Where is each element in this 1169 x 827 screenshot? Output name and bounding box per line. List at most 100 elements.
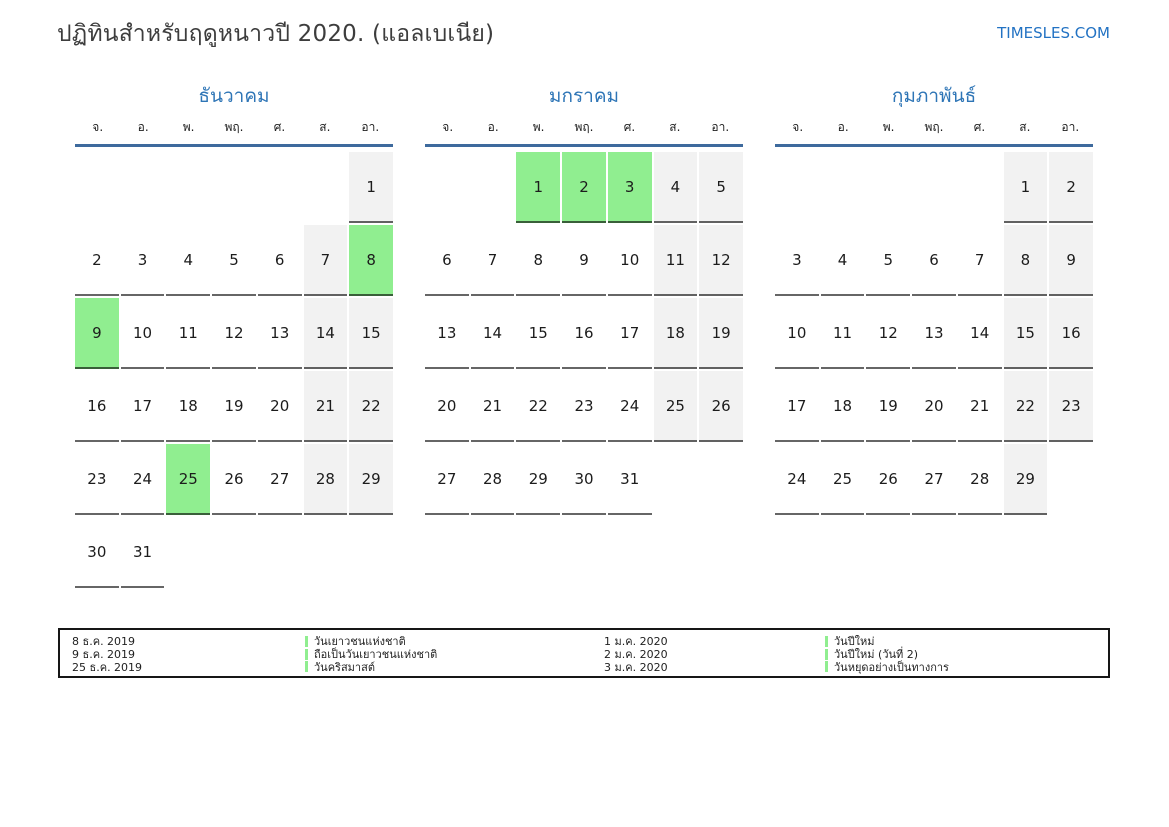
day-number: 1 — [366, 177, 376, 196]
day-cell: 26 — [699, 371, 743, 442]
day-number: 26 — [711, 396, 731, 415]
day-number: 1 — [1020, 177, 1031, 196]
empty-cell — [958, 152, 1002, 221]
day-cell: 2 — [75, 225, 119, 296]
day-cell: 9 — [1049, 225, 1093, 296]
day-number: 29 — [361, 469, 381, 488]
holiday-marker-icon — [825, 661, 828, 673]
month-block: กุมภาพันธ์ จ. อ. พ. พฤ. ศ. ส. อา. 1 2 3 4 5 6 7 8 9 10 11 1… — [775, 84, 1093, 588]
day-number: 13 — [924, 323, 944, 342]
day-number: 19 — [224, 396, 244, 415]
day-number: 30 — [574, 469, 594, 488]
month-block: มกราคม จ. อ. พ. พฤ. ศ. ส. อา. 1 2 3 4 5 6 7 8 9 10 11 12 13 1… — [425, 84, 743, 588]
day-cell: 25 — [820, 444, 865, 515]
weekday-header-row: จ. อ. พ. พฤ. ศ. ส. อา. — [775, 118, 1093, 147]
day-cell: 17 — [120, 371, 165, 442]
day-number: 10 — [787, 323, 807, 342]
day-cell: 10 — [775, 298, 819, 369]
day-cell: 5 — [212, 225, 256, 296]
legend-holiday-name: วันคริสมาสต์ — [314, 661, 375, 674]
day-cell: 17 — [607, 298, 652, 369]
day-number: 3 — [624, 177, 635, 196]
day-number: 23 — [1061, 396, 1081, 415]
day-number: 13 — [437, 323, 457, 342]
day-cell: 20 — [257, 371, 302, 442]
day-cell: 24 — [120, 444, 165, 515]
day-cell: 24 — [775, 444, 819, 515]
day-cell: 22 — [1003, 371, 1048, 442]
day-number: 17 — [787, 396, 807, 415]
month-block: ธันวาคม จ. อ. พ. พฤ. ศ. ส. อา. 1 2 3 4 5 6 7 8 9 10 11 12 13… — [75, 84, 393, 588]
day-number: 1 — [533, 177, 544, 196]
day-cell: 23 — [1049, 371, 1093, 442]
day-cell: 26 — [866, 444, 911, 515]
empty-cell — [866, 152, 910, 221]
day-cell: 5 — [866, 225, 911, 296]
day-number: 22 — [528, 396, 548, 415]
day-number: 23 — [87, 469, 107, 488]
day-number: 31 — [133, 542, 153, 561]
day-number: 8 — [533, 250, 544, 269]
day-cell: 1 — [516, 152, 561, 223]
day-cell: 12 — [212, 298, 256, 369]
site-link[interactable]: TIMESLES.COM — [997, 24, 1110, 42]
day-number: 22 — [1015, 396, 1035, 415]
day-number: 28 — [970, 469, 990, 488]
month-grid: 1 2 3 4 5 6 7 8 9 10 11 12 13 14 15 16 17 18 19 20 21 22 23 24 2… — [75, 152, 393, 588]
legend-date: 2 ม.ค. 2020 — [604, 648, 668, 662]
weekday-label: ส. — [319, 120, 331, 134]
day-cell: 3 — [775, 225, 819, 296]
legend-entry: 2 ม.ค. 2020 วันปีใหม่ (วันที่ 2) — [604, 648, 949, 661]
empty-cell — [166, 152, 210, 221]
day-number: 21 — [970, 396, 990, 415]
day-cell: 10 — [607, 225, 652, 296]
day-cell: 3 — [607, 152, 652, 223]
day-cell: 6 — [425, 225, 469, 296]
day-number: 11 — [178, 323, 198, 342]
weekday-label: พฤ. — [924, 120, 944, 134]
day-number: 24 — [620, 396, 640, 415]
legend-entry: 8 ธ.ค. 2019 วันเยาวชนแห่งชาติ — [72, 635, 437, 648]
day-cell: 4 — [820, 225, 865, 296]
day-cell: 4 — [653, 152, 698, 223]
day-cell: 24 — [607, 371, 652, 442]
legend-group: 8 ธ.ค. 2019 วันเยาวชนแห่งชาติ 9 ธ.ค. 2019 ถ… — [72, 635, 437, 674]
empty-cell — [212, 517, 256, 586]
weekday-label: อา. — [361, 120, 380, 134]
day-number: 4 — [183, 250, 194, 269]
day-cell: 21 — [957, 371, 1002, 442]
day-number: 22 — [361, 396, 381, 415]
day-number: 15 — [361, 323, 381, 342]
day-number: 19 — [711, 323, 731, 342]
month-title: ธันวาคม — [198, 85, 270, 107]
day-number: 9 — [1066, 250, 1076, 269]
day-number: 20 — [270, 396, 290, 415]
day-cell: 7 — [303, 225, 348, 296]
legend-holiday-name: วันปีใหม่ — [834, 635, 875, 649]
day-cell: 11 — [820, 298, 865, 369]
weekday-label: พฤ. — [224, 120, 244, 134]
day-number: 23 — [574, 396, 594, 415]
day-cell: 13 — [257, 298, 302, 369]
empty-cell — [821, 152, 865, 221]
day-cell: 1 — [1003, 152, 1048, 223]
day-cell: 31 — [607, 444, 652, 515]
weekday-label: ศ. — [273, 120, 286, 134]
weekday-label: พ. — [532, 120, 545, 134]
legend-holiday-name: วันเยาวชนแห่งชาติ — [314, 635, 406, 649]
day-number: 30 — [87, 542, 107, 561]
day-number: 10 — [133, 323, 153, 342]
empty-cell — [654, 444, 698, 513]
day-cell: 5 — [699, 152, 743, 223]
day-cell: 30 — [562, 444, 606, 515]
day-cell: 15 — [1003, 298, 1048, 369]
day-number: 8 — [1020, 250, 1031, 269]
day-number: 2 — [92, 250, 102, 269]
day-cell: 14 — [470, 298, 515, 369]
day-number: 18 — [178, 396, 198, 415]
holiday-legend: 8 ธ.ค. 2019 วันเยาวชนแห่งชาติ 9 ธ.ค. 2019 ถ… — [58, 628, 1110, 678]
empty-cell — [166, 517, 210, 586]
day-number: 26 — [224, 469, 244, 488]
day-number: 13 — [270, 323, 290, 342]
legend-entry: 25 ธ.ค. 2019 วันคริสมาสต์ — [72, 661, 437, 674]
